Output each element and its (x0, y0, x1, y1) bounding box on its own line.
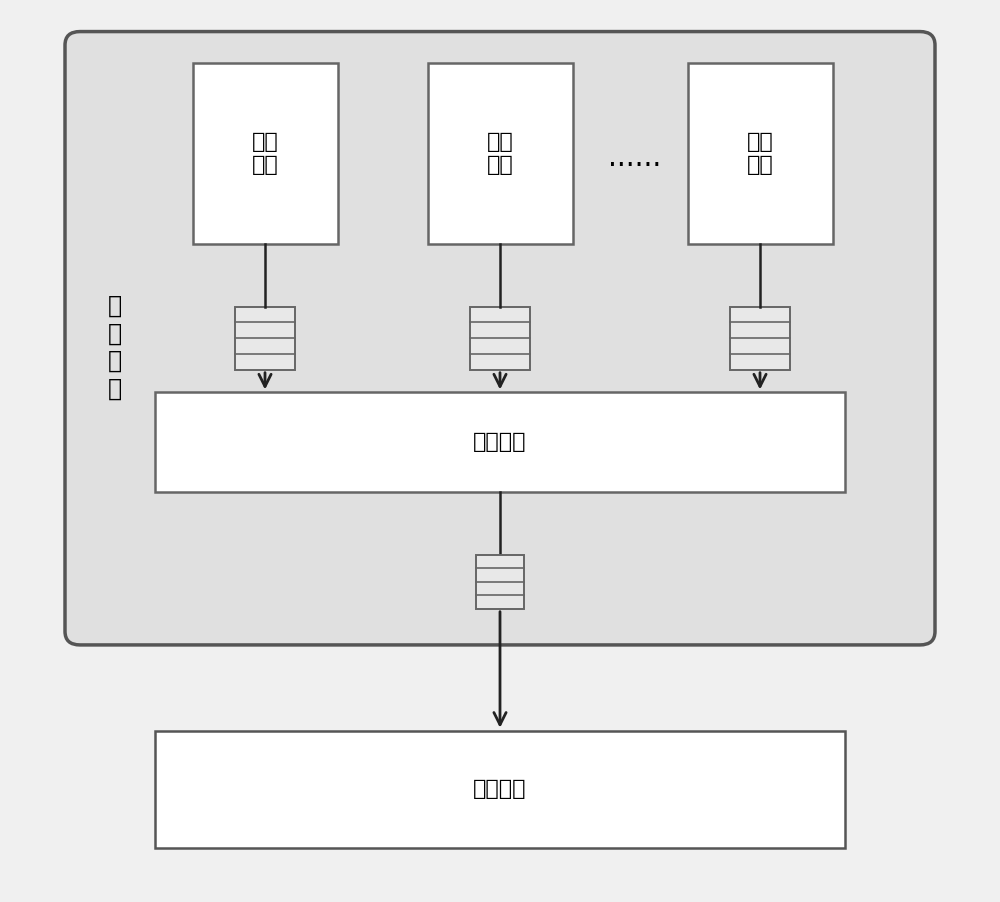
Text: 转发单元: 转发单元 (473, 779, 527, 799)
Text: 路由
实例: 路由 实例 (487, 132, 513, 175)
Bar (688, 63, 832, 244)
Bar (155, 731, 845, 848)
Text: ......: ...... (608, 143, 662, 172)
Bar (470, 307, 530, 370)
Bar (476, 555, 524, 609)
Bar (155, 392, 845, 492)
Bar (192, 63, 338, 244)
Text: 路由决策: 路由决策 (473, 432, 527, 452)
Text: 路
由
单
元: 路 由 单 元 (108, 293, 122, 401)
Bar (730, 307, 790, 370)
FancyBboxPatch shape (65, 32, 935, 645)
Bar (428, 63, 572, 244)
Text: 路由
实例: 路由 实例 (252, 132, 278, 175)
Bar (235, 307, 295, 370)
Text: 路由
实例: 路由 实例 (747, 132, 773, 175)
